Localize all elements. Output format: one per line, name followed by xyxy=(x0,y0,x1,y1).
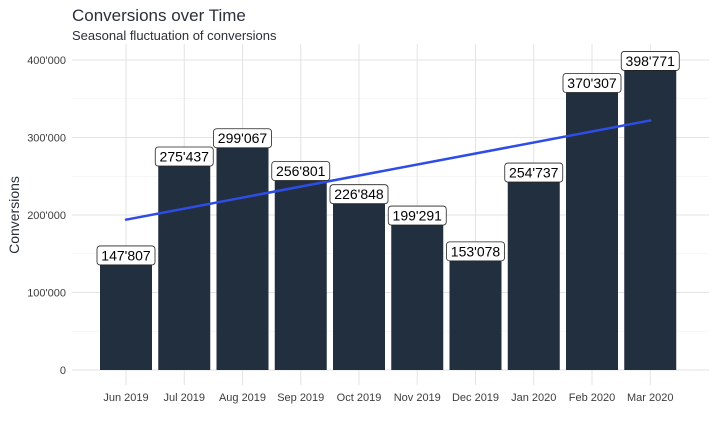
bar xyxy=(391,215,444,370)
data-label-box xyxy=(562,73,622,93)
data-label-text: 256'801 xyxy=(276,163,326,179)
data-label-text: 299'067 xyxy=(218,130,268,146)
data-label: 254'737 xyxy=(504,162,564,183)
data-label: 199'291 xyxy=(387,205,447,226)
data-label-text: 226'848 xyxy=(334,186,384,202)
data-label-box xyxy=(154,146,214,167)
data-labels: 147'807 275'437 299'067 256'801 226'848 199'2… xyxy=(96,51,680,266)
y-tick-label: 100'000 xyxy=(27,288,66,300)
chart-title: Conversions over Time xyxy=(72,6,246,25)
x-tick-label: Jul 2019 xyxy=(163,392,205,404)
data-label: 275'437 xyxy=(154,146,214,167)
bar xyxy=(507,172,560,370)
x-tick-label: Jan 2020 xyxy=(511,392,556,404)
x-tick-label: Mar 2020 xyxy=(627,392,673,404)
data-label-text: 398'771 xyxy=(626,53,676,69)
y-tick-label: 400'000 xyxy=(27,55,66,67)
data-label-box xyxy=(271,161,331,181)
data-label: 398'771 xyxy=(620,51,680,71)
data-label-box xyxy=(96,245,156,266)
bar xyxy=(449,251,502,370)
data-label-text: 254'737 xyxy=(509,165,559,181)
trend-line-group xyxy=(124,119,652,221)
data-label-text: 199'291 xyxy=(393,208,443,224)
bar xyxy=(624,60,677,370)
bar xyxy=(158,156,211,370)
x-tick-label: Dec 2019 xyxy=(452,392,499,404)
x-tick-label: Feb 2020 xyxy=(569,392,615,404)
y-axis-title: Conversions xyxy=(6,176,22,254)
x-tick-label: Oct 2019 xyxy=(337,392,382,404)
data-label-box xyxy=(504,162,564,183)
y-tick-label: 300'000 xyxy=(27,133,66,145)
data-label: 153'078 xyxy=(446,241,505,262)
x-tick-label: Aug 2019 xyxy=(219,392,266,404)
y-tick-label: 200'000 xyxy=(27,210,66,222)
data-label: 147'807 xyxy=(96,245,156,266)
data-label-text: 147'807 xyxy=(101,247,151,263)
x-tick-label: Sep 2019 xyxy=(277,392,324,404)
chart-subtitle: Seasonal fluctuation of conversions xyxy=(72,28,277,43)
data-label-box xyxy=(213,128,272,149)
bar xyxy=(566,83,618,370)
data-label-box xyxy=(329,184,389,205)
bar xyxy=(216,138,269,370)
data-label: 299'067 xyxy=(213,128,272,149)
x-tick-label: Jun 2019 xyxy=(103,392,148,404)
trend-line xyxy=(124,119,652,221)
data-label-text: 153'078 xyxy=(451,243,501,259)
data-label: 256'801 xyxy=(271,161,331,181)
data-label-box xyxy=(446,241,505,262)
y-tick-label: 0 xyxy=(60,365,66,377)
bars xyxy=(100,60,677,370)
data-label-text: 275'437 xyxy=(160,149,210,165)
x-tick-label: Nov 2019 xyxy=(394,392,441,404)
data-label: 226'848 xyxy=(329,184,389,205)
data-label-box xyxy=(620,51,680,71)
data-label-text: 370'307 xyxy=(567,75,617,91)
data-label: 370'307 xyxy=(562,73,622,93)
data-label-box xyxy=(387,205,447,226)
bar xyxy=(100,255,152,370)
bar xyxy=(333,194,385,370)
bar xyxy=(274,170,327,370)
axes: 0 100'000 200'000 300'000 400'000 Jun 2019 Jul… xyxy=(27,55,673,404)
